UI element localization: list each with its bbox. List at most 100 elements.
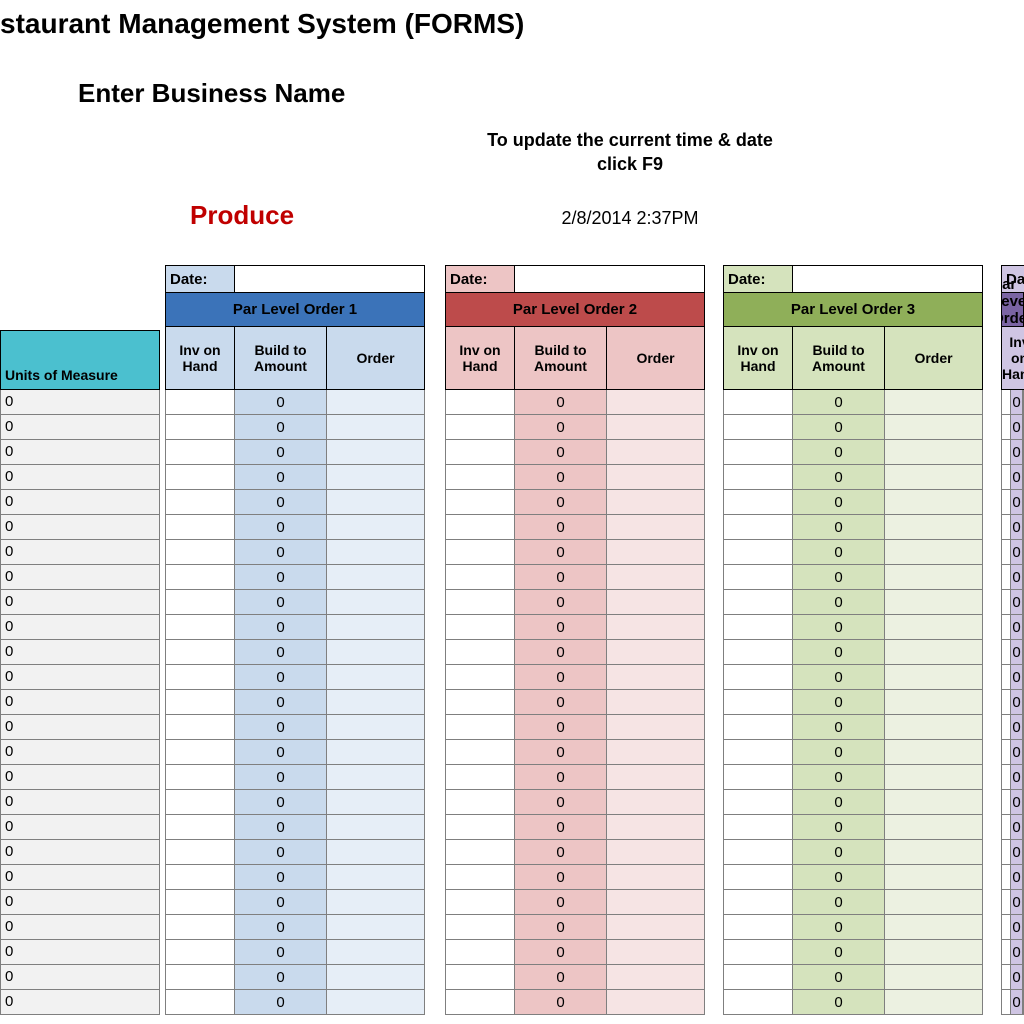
- uom-cell[interactable]: 0: [0, 690, 160, 715]
- order-cell[interactable]: [327, 540, 425, 565]
- order-cell[interactable]: [327, 515, 425, 540]
- inv-on-hand-cell[interactable]: [723, 465, 793, 490]
- build-to-amount-cell[interactable]: 0: [1011, 890, 1023, 915]
- build-to-amount-cell[interactable]: 0: [515, 765, 607, 790]
- inv-on-hand-cell[interactable]: [723, 640, 793, 665]
- inv-on-hand-cell[interactable]: [1001, 540, 1011, 565]
- uom-cell[interactable]: 0: [0, 565, 160, 590]
- order-cell[interactable]: [327, 790, 425, 815]
- uom-cell[interactable]: 0: [0, 465, 160, 490]
- uom-cell[interactable]: 0: [0, 740, 160, 765]
- order-cell[interactable]: [607, 965, 705, 990]
- inv-on-hand-cell[interactable]: [165, 990, 235, 1015]
- build-to-amount-cell[interactable]: 0: [235, 790, 327, 815]
- inv-on-hand-cell[interactable]: [723, 615, 793, 640]
- order-cell[interactable]: [607, 840, 705, 865]
- inv-on-hand-cell[interactable]: [1001, 965, 1011, 990]
- build-to-amount-cell[interactable]: 0: [793, 715, 885, 740]
- inv-on-hand-cell[interactable]: [165, 640, 235, 665]
- order-cell[interactable]: [607, 390, 705, 415]
- order-cell[interactable]: [885, 415, 983, 440]
- inv-on-hand-cell[interactable]: [165, 390, 235, 415]
- inv-on-hand-cell[interactable]: [165, 765, 235, 790]
- build-to-amount-cell[interactable]: 0: [515, 840, 607, 865]
- uom-cell[interactable]: 0: [0, 990, 160, 1015]
- order-cell[interactable]: [327, 665, 425, 690]
- build-to-amount-cell[interactable]: 0: [793, 815, 885, 840]
- inv-on-hand-cell[interactable]: [445, 415, 515, 440]
- build-to-amount-cell[interactable]: 0: [793, 415, 885, 440]
- build-to-amount-cell[interactable]: 0: [1011, 965, 1023, 990]
- build-to-amount-cell[interactable]: 0: [1011, 465, 1023, 490]
- uom-cell[interactable]: 0: [0, 640, 160, 665]
- order-cell[interactable]: [327, 890, 425, 915]
- inv-on-hand-cell[interactable]: [723, 790, 793, 815]
- uom-cell[interactable]: 0: [0, 965, 160, 990]
- build-to-amount-cell[interactable]: 0: [1011, 565, 1023, 590]
- build-to-amount-cell[interactable]: 0: [515, 640, 607, 665]
- build-to-amount-cell[interactable]: 0: [1011, 590, 1023, 615]
- order-cell[interactable]: [327, 690, 425, 715]
- order-cell[interactable]: [885, 915, 983, 940]
- inv-on-hand-cell[interactable]: [165, 915, 235, 940]
- order-cell[interactable]: [607, 640, 705, 665]
- inv-on-hand-cell[interactable]: [1001, 940, 1011, 965]
- order-cell[interactable]: [327, 440, 425, 465]
- inv-on-hand-cell[interactable]: [1001, 440, 1011, 465]
- inv-on-hand-cell[interactable]: [723, 515, 793, 540]
- inv-on-hand-cell[interactable]: [723, 440, 793, 465]
- build-to-amount-cell[interactable]: 0: [235, 890, 327, 915]
- inv-on-hand-cell[interactable]: [445, 515, 515, 540]
- build-to-amount-cell[interactable]: 0: [793, 490, 885, 515]
- order-cell[interactable]: [885, 690, 983, 715]
- inv-on-hand-cell[interactable]: [1001, 665, 1011, 690]
- inv-on-hand-cell[interactable]: [445, 665, 515, 690]
- inv-on-hand-cell[interactable]: [723, 990, 793, 1015]
- order-cell[interactable]: [327, 715, 425, 740]
- order-cell[interactable]: [607, 990, 705, 1015]
- build-to-amount-cell[interactable]: 0: [793, 440, 885, 465]
- inv-on-hand-cell[interactable]: [445, 540, 515, 565]
- inv-on-hand-cell[interactable]: [165, 890, 235, 915]
- build-to-amount-cell[interactable]: 0: [235, 390, 327, 415]
- inv-on-hand-cell[interactable]: [723, 590, 793, 615]
- inv-on-hand-cell[interactable]: [165, 715, 235, 740]
- uom-cell[interactable]: 0: [0, 765, 160, 790]
- order-cell[interactable]: [885, 715, 983, 740]
- inv-on-hand-cell[interactable]: [723, 565, 793, 590]
- order-cell[interactable]: [885, 515, 983, 540]
- order-cell[interactable]: [885, 490, 983, 515]
- inv-on-hand-cell[interactable]: [165, 415, 235, 440]
- build-to-amount-cell[interactable]: 0: [235, 465, 327, 490]
- build-to-amount-cell[interactable]: 0: [515, 940, 607, 965]
- build-to-amount-cell[interactable]: 0: [235, 690, 327, 715]
- build-to-amount-cell[interactable]: 0: [235, 865, 327, 890]
- order-cell[interactable]: [327, 415, 425, 440]
- build-to-amount-cell[interactable]: 0: [235, 540, 327, 565]
- build-to-amount-cell[interactable]: 0: [235, 590, 327, 615]
- order-cell[interactable]: [327, 865, 425, 890]
- inv-on-hand-cell[interactable]: [445, 465, 515, 490]
- build-to-amount-cell[interactable]: 0: [235, 615, 327, 640]
- build-to-amount-cell[interactable]: 0: [235, 515, 327, 540]
- inv-on-hand-cell[interactable]: [445, 765, 515, 790]
- inv-on-hand-cell[interactable]: [723, 865, 793, 890]
- inv-on-hand-cell[interactable]: [1001, 615, 1011, 640]
- inv-on-hand-cell[interactable]: [1001, 490, 1011, 515]
- inv-on-hand-cell[interactable]: [165, 840, 235, 865]
- build-to-amount-cell[interactable]: 0: [235, 640, 327, 665]
- build-to-amount-cell[interactable]: 0: [515, 865, 607, 890]
- order-cell[interactable]: [885, 615, 983, 640]
- inv-on-hand-cell[interactable]: [165, 615, 235, 640]
- build-to-amount-cell[interactable]: 0: [1011, 415, 1023, 440]
- inv-on-hand-cell[interactable]: [723, 715, 793, 740]
- inv-on-hand-cell[interactable]: [165, 740, 235, 765]
- order-cell[interactable]: [607, 690, 705, 715]
- inv-on-hand-cell[interactable]: [165, 965, 235, 990]
- inv-on-hand-cell[interactable]: [445, 740, 515, 765]
- order-cell[interactable]: [327, 615, 425, 640]
- build-to-amount-cell[interactable]: 0: [515, 715, 607, 740]
- inv-on-hand-cell[interactable]: [723, 490, 793, 515]
- order-cell[interactable]: [327, 565, 425, 590]
- order-cell[interactable]: [327, 390, 425, 415]
